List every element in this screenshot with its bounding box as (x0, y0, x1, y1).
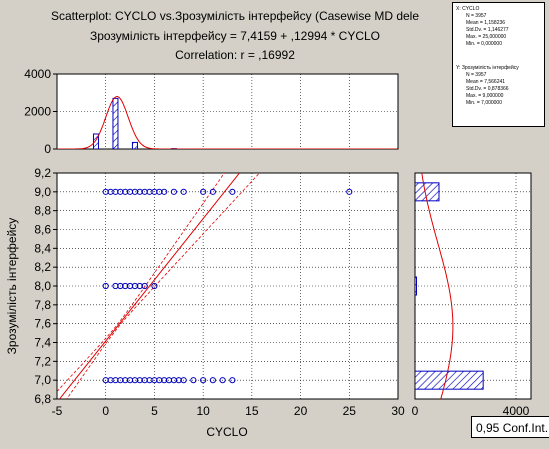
x-stat-line: N = 3957 (466, 13, 487, 19)
y-tick-label: 7,0 (34, 373, 51, 387)
y-stats-block: Y: Зрозумілість інтерфейсу N = 3957 Mean =… (456, 65, 519, 107)
y-tick-label: 7,8 (34, 298, 51, 312)
y-histogram-bar (415, 276, 418, 296)
x-tick-label: 10 (196, 404, 210, 418)
data-point (170, 188, 178, 195)
x-stat-line: Min. = 0,000000 (466, 41, 502, 47)
y-axis-label: Зрозумілість інтерфейсу (5, 218, 19, 355)
y-tick-label: 8,2 (34, 260, 51, 274)
y-tick-label: 8,6 (34, 223, 51, 237)
y-normal-curve (421, 173, 454, 399)
data-point (190, 377, 197, 384)
regression-equation: Зрозумілість інтерфейсу = 7,4159 + ,1299… (89, 29, 381, 43)
confidence-band-lower (66, 173, 261, 399)
y-tick-label: 9,2 (34, 166, 51, 180)
x-hist-tick-label: 0 (44, 142, 51, 156)
x-stats-block: X: CYCLO N = 3957 Mean = 1,158236 Std.Dv. =… (456, 6, 509, 48)
data-point (200, 377, 207, 384)
x-histogram-bar (112, 97, 119, 149)
data-point (219, 377, 226, 384)
data-point (229, 188, 236, 195)
x-tick-label: 30 (391, 404, 405, 418)
y-histogram-bar (415, 370, 484, 390)
y-tick-label: 9,0 (34, 185, 51, 199)
x-stat-line: X: CYCLO (456, 6, 480, 12)
x-histogram-bar (92, 133, 99, 149)
x-tick-label: 25 (343, 404, 357, 418)
y-stat-line: Min. = 7,000000 (466, 100, 502, 106)
y-stat-line: Max. = 9,000000 (466, 93, 504, 99)
x-stat-line: Mean = 1,158236 (466, 20, 506, 26)
data-point (200, 188, 207, 195)
x-normal-curve (57, 95, 397, 149)
y-tick-label: 8,4 (34, 241, 51, 255)
x-histogram-bar (131, 141, 138, 149)
x-stat-line: Std.Dv. = 1,146277 (466, 27, 509, 33)
x-hist-tick-label: 4000 (24, 67, 51, 81)
y-stat-line: Y: Зрозумілість інтерфейсу (456, 65, 519, 71)
data-point (141, 282, 148, 290)
regression-line (58, 173, 241, 399)
x-tick-label: 5 (151, 404, 158, 418)
x-tick-label: 15 (245, 404, 259, 418)
x-tick-label: -5 (52, 404, 63, 418)
y-histogram-bar (415, 182, 440, 202)
y-hist-tick-label: 0 (412, 404, 419, 418)
y-tick-label: 7,4 (34, 336, 51, 350)
data-point (102, 282, 109, 290)
y-stat-line: Mean = 7,566241 (466, 79, 506, 85)
data-point (151, 282, 158, 290)
data-point (209, 188, 216, 195)
correlation-label: Correlation: r = ,16992 (175, 48, 295, 62)
y-hist-tick-label: 4000 (503, 404, 530, 418)
x-tick-label: 0 (102, 404, 109, 418)
data-point (346, 188, 353, 195)
data-point (229, 377, 236, 384)
chart-title: Scatterplot: CYCLO vs.Зрозумілість інтер… (50, 9, 420, 23)
x-stat-line: Max. = 25,000000 (466, 34, 507, 40)
y-tick-label: 7,2 (34, 354, 51, 368)
data-point (180, 188, 187, 195)
x-hist-tick-label: 2000 (24, 105, 51, 119)
x-tick-label: 20 (294, 404, 308, 418)
data-point (209, 377, 216, 384)
data-point (161, 188, 168, 195)
x-axis-label: CYCLO (206, 425, 247, 439)
y-tick-label: 8,8 (34, 204, 51, 218)
data-point (180, 377, 187, 384)
confidence-interval-label: 0,95 Conf.Int. (471, 416, 549, 438)
stats-legend: X: CYCLO N = 3957 Mean = 1,158236 Std.Dv. =… (452, 2, 545, 127)
y-tick-label: 8,0 (34, 279, 51, 293)
y-tick-label: 7,6 (34, 317, 51, 331)
y-stat-line: Std.Dv. = 0,878366 (466, 86, 509, 92)
y-stat-line: N = 3957 (466, 72, 487, 78)
y-tick-label: 6,8 (34, 392, 51, 406)
